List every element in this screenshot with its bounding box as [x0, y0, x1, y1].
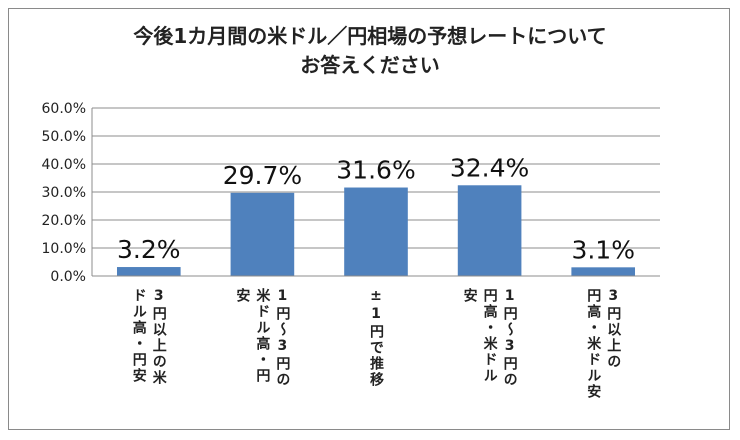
- y-tick-label: 20.0%: [42, 213, 86, 229]
- category-label-line: 米ドル高・円: [254, 288, 271, 384]
- y-tick-label: 60.0%: [42, 101, 86, 117]
- category-label-line: ドル高・円安: [130, 288, 147, 384]
- data-label: 31.6%: [336, 156, 415, 185]
- y-tick-label: 40.0%: [42, 157, 86, 173]
- bar: [457, 185, 522, 276]
- data-label: 3.2%: [117, 235, 181, 264]
- category-label: ±1円で推移: [346, 288, 406, 428]
- bar: [344, 187, 408, 276]
- chart-title: 今後1カ月間の米ドル／円相場の予想レートについて お答えください: [0, 22, 740, 80]
- chart-title-line-1: 今後1カ月間の米ドル／円相場の予想レートについて: [133, 24, 607, 48]
- data-label: 3.1%: [571, 235, 635, 264]
- category-label-line: 1円～3円の: [274, 288, 291, 388]
- y-tick-label: 50.0%: [42, 129, 86, 145]
- category-label-line: 3円以上の米: [150, 288, 167, 386]
- category-label: 3円以上の米 ドル高・円安: [119, 288, 179, 428]
- category-label-line: 3円以上の: [605, 288, 622, 370]
- y-tick-label: 30.0%: [42, 185, 86, 201]
- y-tick-label: 0.0%: [50, 269, 86, 285]
- data-label: 29.7%: [223, 161, 302, 190]
- category-label-line: 円高・米ドル: [481, 288, 498, 384]
- category-label-line: 安: [461, 288, 478, 304]
- category-label: 1円～3円の 円高・米ドル安: [460, 288, 520, 428]
- category-label: 1円～3円の 米ドル高・円安: [232, 288, 292, 428]
- bar: [116, 267, 181, 276]
- bar: [230, 192, 295, 276]
- category-label: 3円以上の 円高・米ドル安: [573, 288, 633, 428]
- category-label-line: 安: [234, 288, 251, 304]
- y-tick-label: 10.0%: [42, 241, 86, 257]
- chart-title-line-2: お答えください: [300, 53, 440, 77]
- category-label-line: 1円～3円の: [501, 288, 518, 388]
- data-label: 32.4%: [450, 153, 529, 182]
- category-label-line: 円高・米ドル安: [585, 288, 602, 400]
- category-label-line: ±1円で推移: [368, 288, 384, 388]
- bar: [571, 267, 636, 276]
